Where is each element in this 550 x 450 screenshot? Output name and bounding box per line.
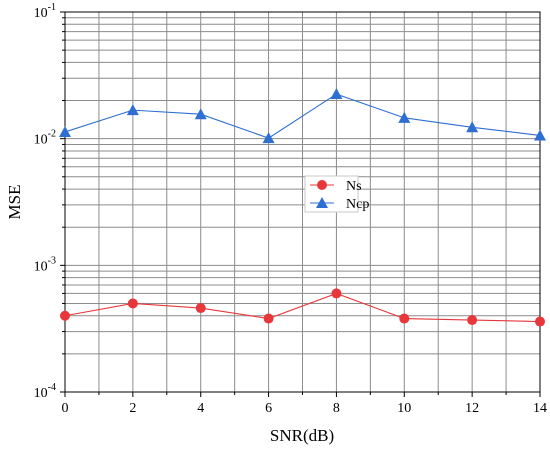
- x-tick-label: 8: [333, 401, 340, 416]
- y-axis-title: MSE: [5, 185, 24, 220]
- data-point-ns: [467, 315, 478, 326]
- legend: Ns Ncp: [304, 175, 369, 213]
- axis-ticks: [60, 11, 541, 397]
- data-point-ncp: [126, 104, 139, 116]
- y-tick-labels: 10-4 10-3 10-2 10-1: [34, 2, 56, 401]
- data-point-ns: [195, 303, 206, 314]
- x-tick-label: 4: [197, 401, 204, 416]
- data-point-ncp: [330, 88, 343, 100]
- x-tick-labels: 0 2 4 6 8 10 12 14: [62, 401, 548, 416]
- y-tick-label: 10-2: [34, 129, 56, 148]
- data-point-ncp: [466, 121, 479, 133]
- series-line-ncp: [64, 93, 541, 139]
- data-point-ncp: [398, 111, 411, 123]
- y-tick-label: 10-1: [34, 2, 56, 21]
- data-point-ncp: [262, 132, 275, 144]
- y-tick-label: 10-3: [34, 255, 56, 274]
- data-point-ns: [535, 316, 545, 327]
- data-point-ncp: [59, 125, 71, 137]
- data-point-ns: [331, 288, 342, 299]
- legend-marker-ns: [317, 180, 327, 190]
- y-tick-label: 10-4: [34, 382, 56, 401]
- legend-box: [304, 175, 359, 213]
- x-tick-label: 10: [397, 401, 411, 416]
- data-point-ns: [127, 298, 138, 309]
- x-tick-label: 0: [62, 401, 69, 416]
- legend-label-ns: Ns: [346, 179, 362, 194]
- data-point-ns: [263, 313, 274, 324]
- x-axis-title: SNR(dB): [270, 426, 334, 445]
- x-tick-label: 12: [465, 401, 479, 416]
- data-point-ncp: [534, 129, 546, 141]
- x-tick-label: 6: [265, 401, 272, 416]
- legend-label-ncp: Ncp: [346, 197, 369, 212]
- grid: [64, 11, 541, 393]
- data-point-ncp: [194, 108, 207, 120]
- data-point-ns: [399, 313, 410, 324]
- x-tick-label: 2: [129, 401, 136, 416]
- x-tick-label: 14: [533, 401, 547, 416]
- series-line-ns: [64, 292, 541, 323]
- legend-marker-ncp: [316, 197, 328, 208]
- data-point-ns: [60, 310, 70, 321]
- series-layer: [59, 88, 546, 327]
